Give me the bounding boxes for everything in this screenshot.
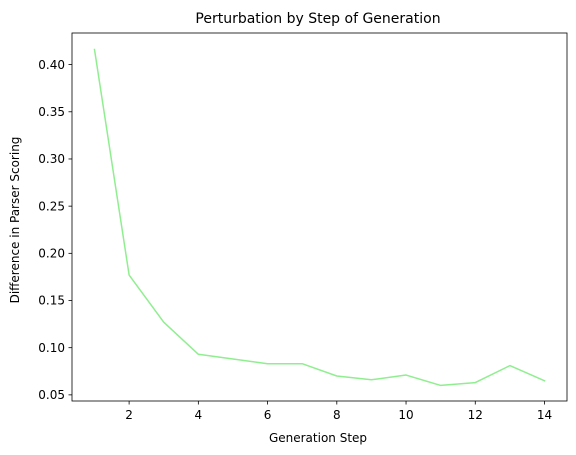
x-tick-label: 4 <box>195 408 203 422</box>
y-tick-label: 0.05 <box>38 388 65 402</box>
y-tick-label: 0.20 <box>38 247 65 261</box>
y-tick-label: 0.10 <box>38 341 65 355</box>
x-tick-label: 2 <box>125 408 133 422</box>
y-tick-label: 0.30 <box>38 152 65 166</box>
x-tick-label: 10 <box>398 408 413 422</box>
chart-title: Perturbation by Step of Generation <box>195 11 440 27</box>
y-tick-label: 0.15 <box>38 294 65 308</box>
y-axis-label: Difference in Parser Scoring <box>8 137 22 304</box>
y-axis-ticks: 0.05 0.10 0.15 0.20 0.25 0.30 0.35 0.40 <box>38 58 72 402</box>
x-tick-label: 6 <box>264 408 272 422</box>
y-tick-label: 0.25 <box>38 199 65 213</box>
series-line <box>93 48 546 387</box>
x-axis-label: Generation Step <box>269 431 367 445</box>
axes-frame <box>71 32 568 402</box>
x-axis-ticks: 2 4 6 8 10 12 14 <box>125 401 552 422</box>
series-layer <box>93 48 546 387</box>
x-tick-label: 12 <box>468 408 483 422</box>
x-tick-label: 8 <box>333 408 341 422</box>
y-tick-label: 0.40 <box>38 58 65 72</box>
y-tick-label: 0.35 <box>38 105 65 119</box>
x-tick-label: 14 <box>537 408 552 422</box>
